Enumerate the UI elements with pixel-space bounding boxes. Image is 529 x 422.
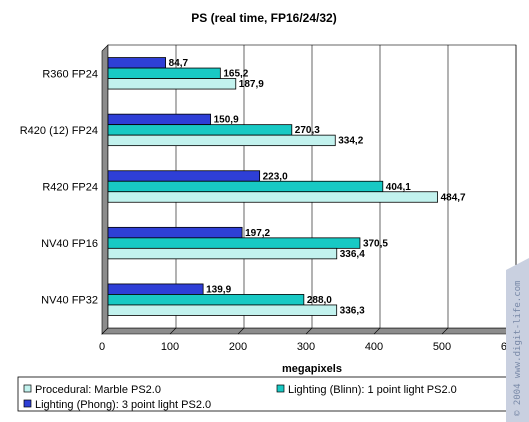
data-label: 270,3 — [295, 125, 320, 136]
bar — [107, 180, 384, 193]
plot-side-wall — [101, 44, 109, 335]
data-label: 336,3 — [340, 305, 365, 316]
gridline-floor — [305, 327, 313, 335]
data-label: 404,1 — [386, 182, 411, 193]
bar — [107, 57, 166, 69]
legend: Procedural: Marble PS2.0 Lighting (Blinn)… — [17, 376, 515, 412]
data-label: 370,5 — [363, 238, 388, 249]
bar — [107, 191, 438, 203]
gridline-floor — [169, 327, 177, 335]
watermark-text: © 2004 www.digit-life.com — [513, 281, 523, 416]
data-label: 334,2 — [338, 136, 363, 147]
gridline-floor — [373, 327, 381, 335]
bar — [107, 247, 338, 260]
category-label: R360 FP24 — [42, 68, 98, 80]
x-tick-label: 200 — [229, 341, 247, 353]
x-axis-title: megapixels — [282, 363, 342, 375]
legend-label: Lighting (Blinn): 1 point light PS2.0 — [288, 384, 457, 396]
legend-label: Lighting (Phong): 3 point light PS2.0 — [35, 399, 211, 411]
legend-swatch — [23, 384, 32, 393]
data-label: 197,2 — [245, 228, 270, 239]
data-label: 150,9 — [214, 115, 239, 126]
data-label: 484,7 — [441, 192, 466, 203]
bar — [107, 67, 221, 79]
data-label: 187,9 — [239, 79, 264, 90]
x-tick-label: 400 — [365, 341, 383, 353]
plot-area: 0100200300400500600R360 FP2484,7165,2187… — [20, 44, 519, 353]
bar — [107, 124, 293, 136]
watermark-tab — [506, 258, 529, 422]
bar — [107, 78, 237, 90]
legend-box — [17, 376, 515, 412]
chart-title: PS (real time, FP16/24/32) — [191, 11, 336, 25]
data-label: 165,2 — [223, 69, 248, 80]
bar — [107, 226, 243, 239]
category-label: R420 FP24 — [42, 182, 98, 194]
x-tick-label: 300 — [297, 341, 315, 353]
bar — [107, 237, 361, 249]
data-label: 288,0 — [307, 295, 332, 306]
legend-swatch — [276, 384, 285, 393]
data-label: 336,4 — [340, 249, 365, 260]
category-label: NV40 FP32 — [41, 295, 98, 307]
bar — [107, 294, 305, 306]
data-label: 223,0 — [263, 171, 288, 182]
bar — [107, 134, 336, 147]
x-tick-label: 100 — [161, 341, 179, 353]
category-label: NV40 FP16 — [41, 238, 98, 250]
category-label: R420 (12) FP24 — [20, 125, 98, 137]
x-tick-label: 500 — [433, 341, 451, 353]
x-tick-label: 0 — [99, 341, 105, 353]
bar — [107, 170, 261, 182]
legend-label: Procedural: Marble PS2.0 — [35, 384, 161, 396]
gridline-floor — [441, 327, 449, 335]
bar — [107, 283, 204, 295]
bar — [107, 113, 212, 126]
gridline-floor — [237, 327, 245, 335]
watermark: © 2004 www.digit-life.com — [506, 258, 529, 422]
data-label: 139,9 — [206, 284, 231, 295]
data-label: 84,7 — [169, 58, 189, 69]
bar — [107, 304, 338, 316]
legend-swatch — [23, 399, 32, 408]
